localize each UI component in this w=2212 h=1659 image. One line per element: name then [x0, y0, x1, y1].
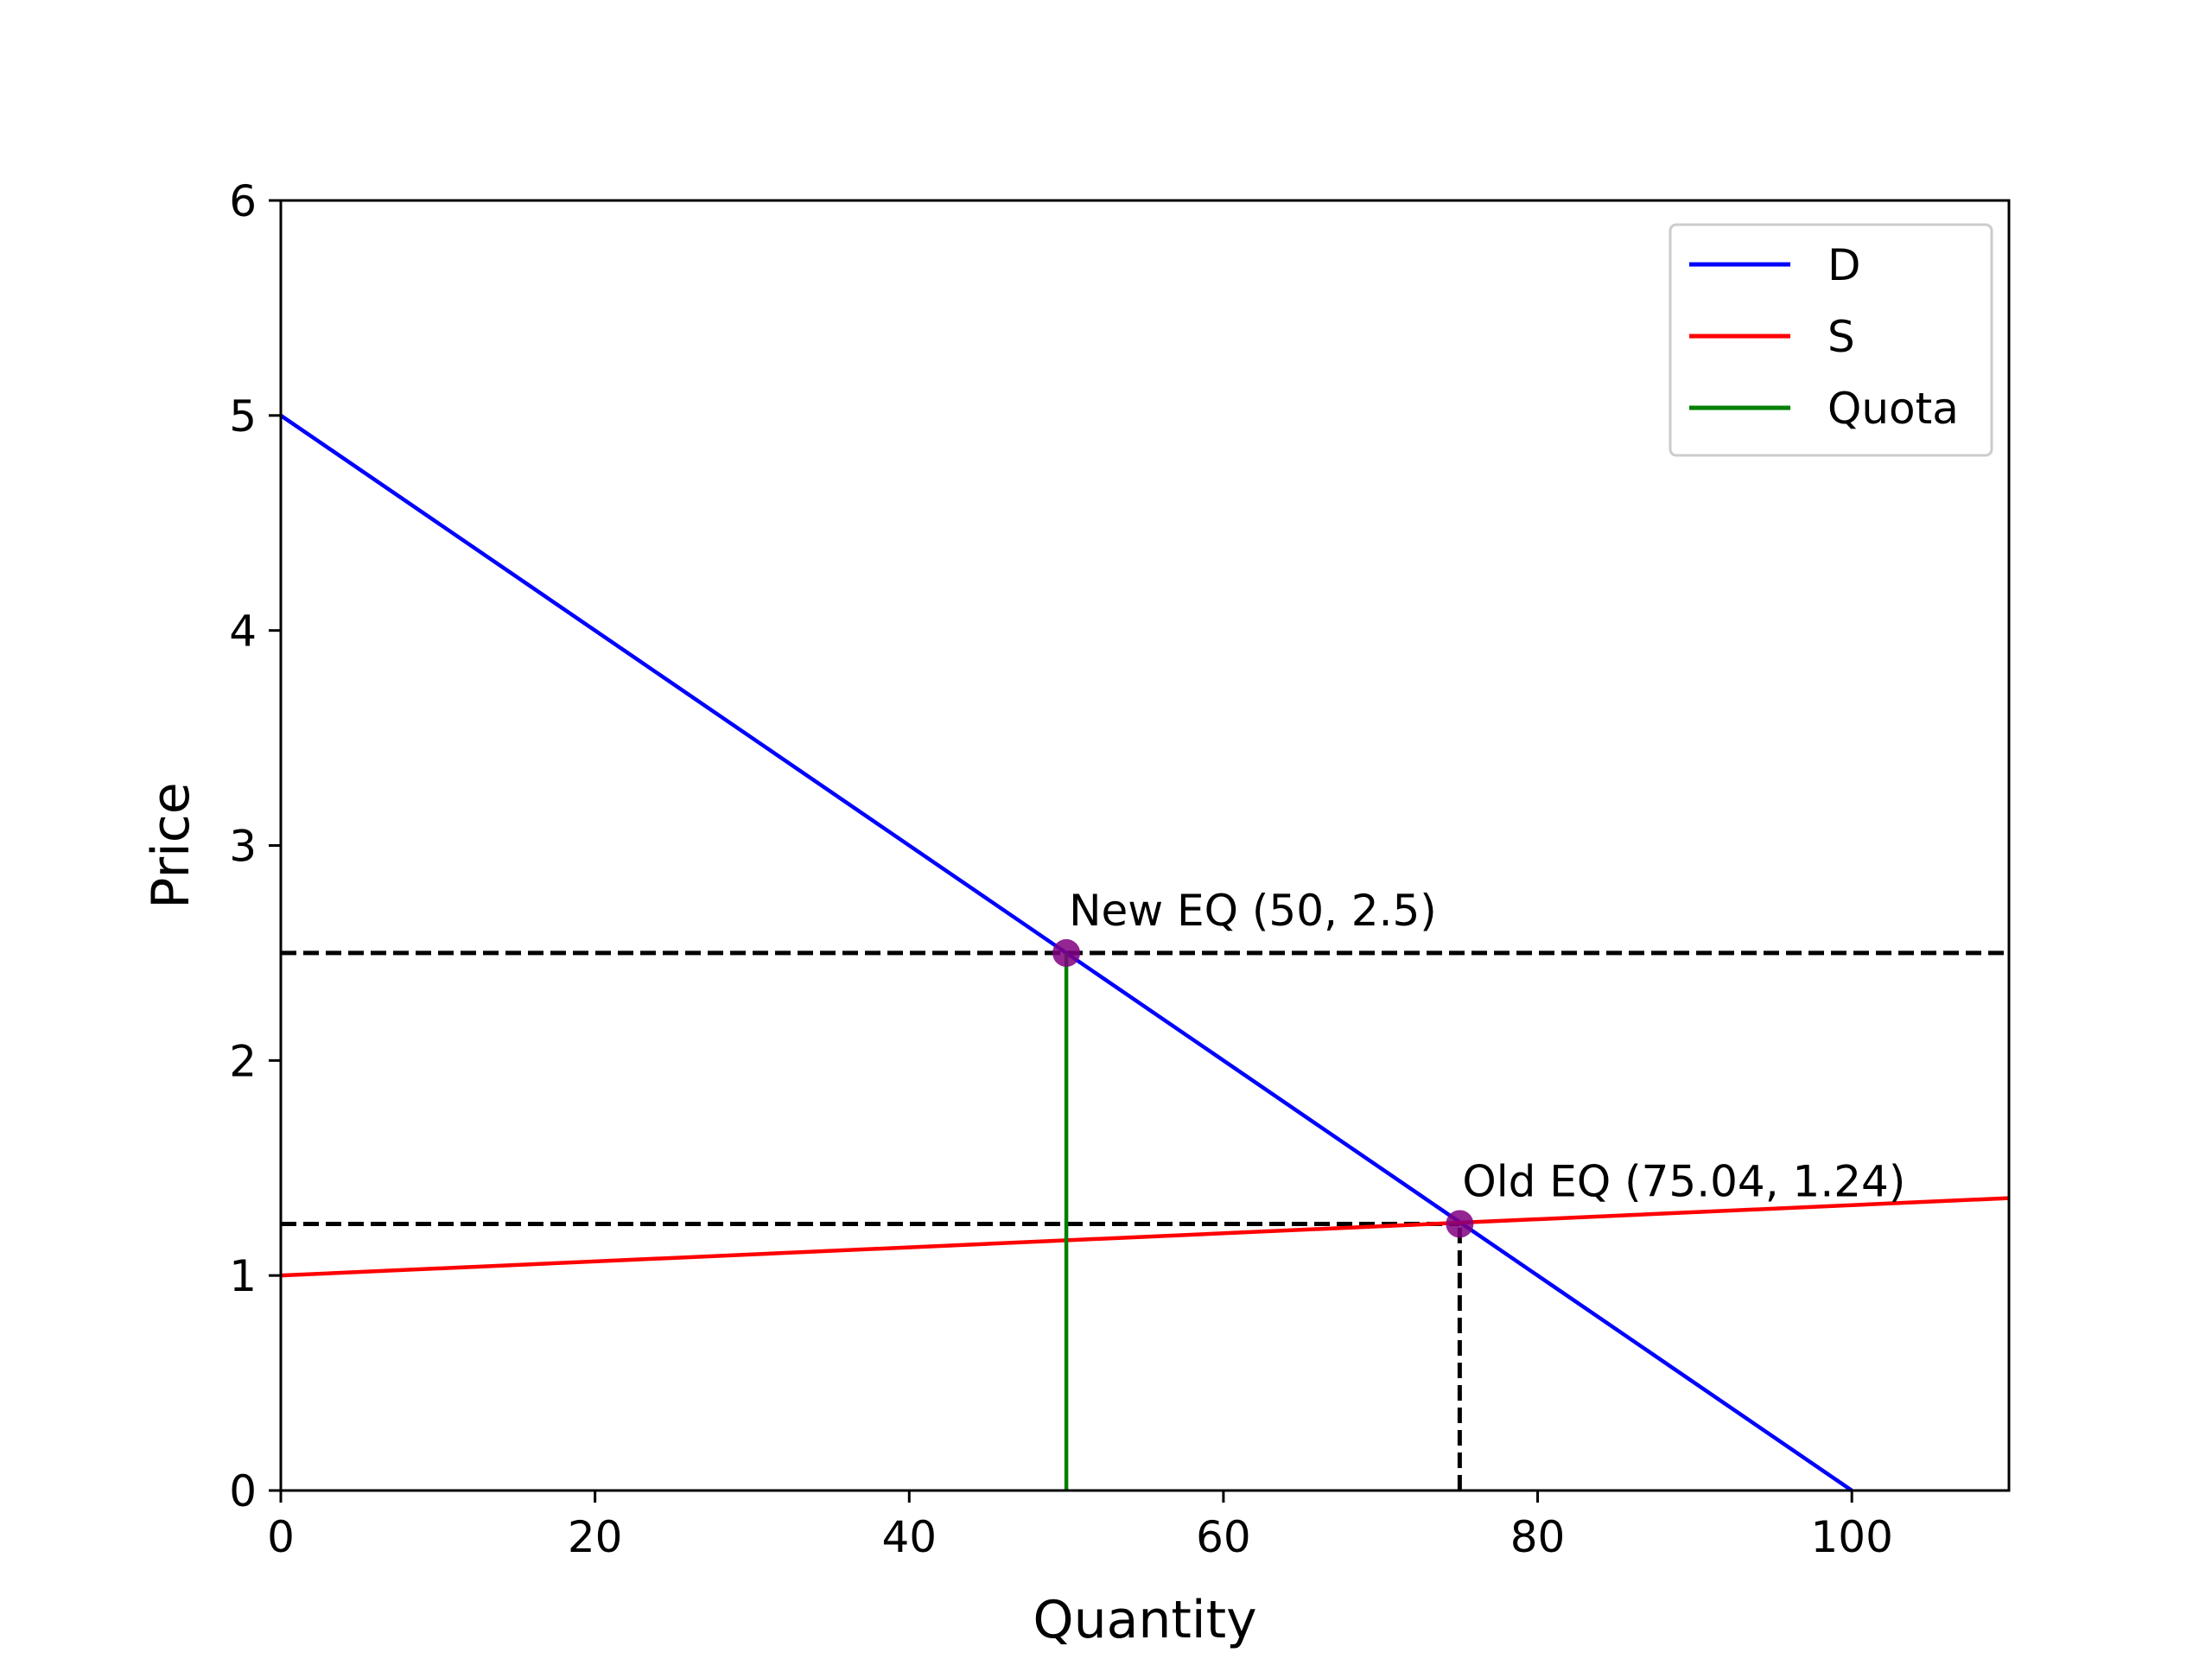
legend-box [1669, 223, 1993, 457]
y-axis-label: Price [141, 782, 201, 908]
y-tick-label: 4 [229, 607, 257, 657]
x-tick-label: 20 [568, 1512, 623, 1562]
equilibrium-point-label: Old EQ (75.04, 1.24) [1462, 1156, 1905, 1206]
equilibrium-points: New EQ (50, 2.5) Old EQ (75.04, 1.24) [1052, 886, 1905, 1238]
y-tick-label: 2 [229, 1036, 257, 1086]
y-tick-label: 0 [229, 1466, 257, 1516]
y-tick-label: 1 [229, 1251, 257, 1301]
legend-label-s: S [1827, 312, 1855, 362]
x-tick-label: 80 [1510, 1512, 1566, 1562]
x-tick-label: 60 [1196, 1512, 1251, 1562]
equilibrium-point-marker [1052, 938, 1081, 967]
y-tick-label: 6 [229, 176, 257, 226]
legend-label-d: D [1827, 240, 1861, 290]
x-tick-label: 100 [1810, 1512, 1892, 1562]
equilibrium-point-label: New EQ (50, 2.5) [1069, 886, 1437, 936]
y-tick-label: 5 [229, 391, 257, 442]
x-tick-label: 40 [881, 1512, 937, 1562]
legend: DS Quota [1669, 223, 1993, 457]
legend-label-quota: Quota [1827, 384, 1959, 434]
y-tick-label: 3 [229, 822, 257, 872]
equilibrium-point-marker [1446, 1210, 1474, 1238]
reference-lines [281, 950, 2009, 1491]
x-tick-label: 0 [267, 1512, 295, 1562]
axis-ticks: 0 20 40 60 80 100 0 1 2 3 4 5 6 [229, 176, 1893, 1562]
series-line-s [280, 1196, 2010, 1278]
x-axis-label: Quantity [1033, 1590, 1256, 1650]
